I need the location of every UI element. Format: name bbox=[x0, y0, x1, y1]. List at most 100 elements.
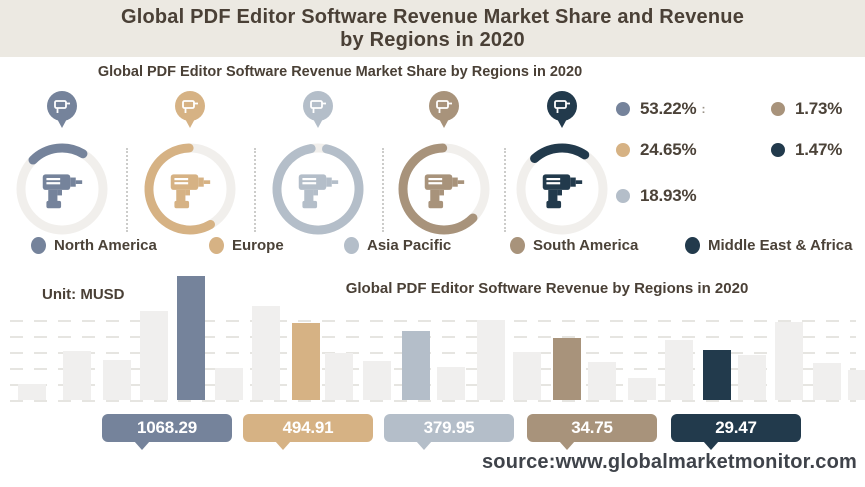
drill-icon bbox=[424, 174, 465, 209]
drill-icon bbox=[170, 174, 211, 209]
bar-asia-pacific bbox=[402, 331, 430, 400]
legend-item-south-america: 1.73% bbox=[771, 99, 842, 119]
region-label-europe: Europe bbox=[209, 236, 284, 255]
divider bbox=[254, 148, 256, 232]
divider bbox=[382, 148, 384, 232]
divider bbox=[126, 148, 128, 232]
drill-outline-icon bbox=[436, 100, 452, 113]
background-bar bbox=[63, 351, 91, 400]
value-bubble-middle-east-africa: 29.47 bbox=[671, 414, 801, 450]
ring-arc bbox=[144, 143, 236, 235]
background-bar bbox=[813, 363, 841, 400]
drill-icon bbox=[298, 174, 339, 209]
region-name: Asia Pacific bbox=[367, 237, 452, 254]
unit-label: Unit: MUSD bbox=[42, 286, 125, 303]
legend-item-middle-east-africa: 1.47% bbox=[771, 140, 842, 160]
bar-value: 494.91 bbox=[282, 418, 334, 437]
background-bar bbox=[513, 352, 541, 400]
legend-value: 24.65% bbox=[640, 140, 697, 159]
region-dot bbox=[685, 237, 700, 254]
donut-europe bbox=[143, 90, 237, 236]
share-section-title: Global PDF Editor Software Revenue Marke… bbox=[97, 64, 583, 80]
bar-south-america bbox=[553, 338, 581, 400]
region-label-north-america: North America bbox=[31, 236, 157, 255]
background-bar bbox=[437, 367, 465, 400]
region-name: South America bbox=[533, 237, 639, 254]
value-bubble-europe: 494.91 bbox=[243, 414, 373, 450]
bar-value: 1068.29 bbox=[136, 418, 198, 437]
donut-middle-east-africa bbox=[515, 90, 609, 236]
legend-dot bbox=[771, 102, 785, 116]
legend-value: 18.93% bbox=[640, 186, 697, 205]
drill-icon bbox=[542, 174, 583, 209]
background-bar bbox=[363, 361, 391, 400]
bar-value: 34.75 bbox=[571, 418, 613, 437]
donut-ring bbox=[16, 143, 108, 235]
drill-outline-icon bbox=[554, 100, 570, 113]
map-pin-icon bbox=[429, 91, 459, 128]
background-bar bbox=[738, 355, 766, 400]
region-dot bbox=[510, 237, 525, 254]
region-dot bbox=[209, 237, 224, 254]
source-text: source:www.globalmarketmonitor.com bbox=[481, 451, 857, 473]
region-label-middle-east-africa: Middle East & Africa bbox=[685, 236, 852, 255]
ring-arc bbox=[272, 143, 364, 235]
background-bar bbox=[18, 384, 46, 400]
legend-suffix: : bbox=[701, 102, 706, 116]
map-pin-icon bbox=[547, 91, 577, 128]
donut-south-america bbox=[397, 90, 491, 236]
ring-arc bbox=[516, 143, 608, 235]
legend-value: 53.22% bbox=[640, 99, 697, 118]
region-label-asia-pacific: Asia Pacific bbox=[344, 236, 451, 255]
value-bubble-south-america: 34.75 bbox=[527, 414, 657, 450]
region-label-south-america: South America bbox=[510, 236, 638, 255]
bar-value: 29.47 bbox=[715, 418, 757, 437]
bar-value: 379.95 bbox=[423, 418, 475, 437]
value-bubble-north-america: 1068.29 bbox=[102, 414, 232, 450]
gridline bbox=[10, 320, 856, 322]
bubble-tail bbox=[559, 441, 575, 450]
background-bar bbox=[103, 360, 131, 400]
donut-ring bbox=[398, 143, 490, 235]
gridline bbox=[10, 368, 856, 370]
ring-arc bbox=[398, 143, 490, 235]
drill-outline-icon bbox=[54, 100, 70, 113]
bar-europe bbox=[292, 323, 320, 400]
background-bar bbox=[252, 306, 280, 400]
donut-ring bbox=[516, 143, 608, 235]
bubble-tail bbox=[416, 441, 432, 450]
donut-ring bbox=[144, 143, 236, 235]
legend-item-asia-pacific: 18.93% bbox=[616, 186, 697, 206]
legend-dot bbox=[616, 143, 630, 157]
region-name: Middle East & Africa bbox=[708, 237, 853, 254]
map-pin-icon bbox=[47, 91, 77, 128]
page-title-line2: by Regions in 2020 bbox=[340, 29, 525, 51]
background-bar bbox=[628, 378, 656, 400]
drill-icon bbox=[42, 174, 83, 209]
legend-value: 1.47% bbox=[795, 140, 843, 159]
legend-item-north-america: 53.22% : bbox=[616, 99, 705, 119]
background-bar bbox=[775, 322, 803, 400]
background-bar bbox=[140, 311, 168, 400]
map-pin-icon bbox=[303, 91, 333, 128]
region-name: North America bbox=[54, 237, 157, 254]
map-pin-icon bbox=[175, 91, 205, 128]
gridline bbox=[10, 384, 856, 386]
bar-middle-east-africa bbox=[703, 350, 731, 400]
donut-north-america bbox=[15, 90, 109, 236]
region-name: Europe bbox=[232, 237, 284, 254]
region-dot bbox=[31, 237, 46, 254]
gridline bbox=[10, 400, 856, 402]
background-bar bbox=[665, 340, 693, 400]
gridline bbox=[10, 352, 856, 354]
background-bar bbox=[477, 320, 505, 400]
background-bar bbox=[325, 353, 353, 400]
header-banner: Global PDF Editor Software Revenue Marke… bbox=[0, 0, 865, 57]
gridline bbox=[10, 336, 856, 338]
background-bar bbox=[848, 370, 865, 400]
background-bar bbox=[215, 368, 243, 400]
legend-dot bbox=[616, 102, 630, 116]
donut-ring bbox=[272, 143, 364, 235]
legend-dot bbox=[771, 143, 785, 157]
